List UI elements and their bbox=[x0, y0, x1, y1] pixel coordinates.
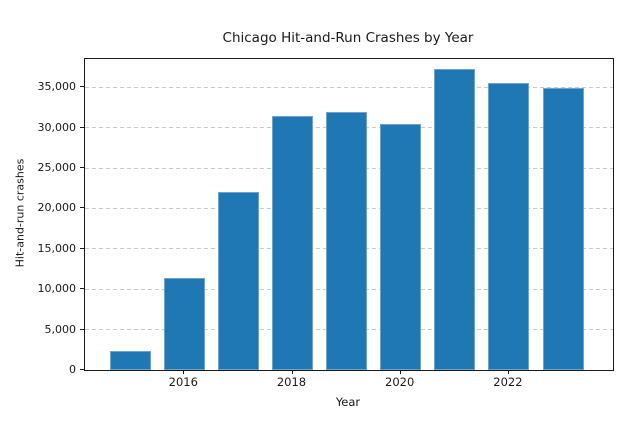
bar-2022 bbox=[488, 83, 530, 370]
x-tick-label: 2022 bbox=[493, 375, 523, 389]
y-tick-label: 30,000 bbox=[37, 120, 77, 134]
y-tick-label: 15,000 bbox=[37, 241, 77, 255]
plot-area bbox=[84, 58, 614, 371]
y-tick-mark bbox=[80, 328, 84, 330]
y-tick-mark bbox=[80, 86, 84, 88]
x-tick-mark bbox=[507, 370, 509, 374]
gridline-y-35000 bbox=[85, 86, 613, 88]
bar-2021 bbox=[434, 68, 476, 370]
x-tick-label: 2020 bbox=[385, 375, 415, 389]
bar-2017 bbox=[217, 191, 259, 370]
y-tick-mark bbox=[80, 126, 84, 128]
x-axis-label: Year bbox=[335, 395, 361, 409]
bar-2023 bbox=[542, 88, 584, 370]
y-tick-label: 0 bbox=[69, 363, 76, 376]
chart-title: Chicago Hit-and-Run Crashes by Year bbox=[222, 30, 474, 46]
x-tick-mark bbox=[291, 370, 293, 374]
bar-2016 bbox=[163, 277, 205, 370]
x-tick-mark bbox=[183, 370, 185, 374]
bar-2020 bbox=[380, 124, 422, 370]
y-tick-label: 35,000 bbox=[37, 80, 77, 94]
y-tick-label: 10,000 bbox=[37, 282, 77, 296]
bar-2015 bbox=[109, 351, 151, 370]
y-tick-label: 5,000 bbox=[44, 322, 77, 336]
bar-2018 bbox=[272, 115, 313, 370]
x-tick-label: 2018 bbox=[276, 375, 307, 389]
y-tick-mark bbox=[80, 247, 84, 249]
y-tick-mark bbox=[80, 167, 84, 169]
y-tick-label: 20,000 bbox=[37, 201, 77, 215]
y-tick-mark bbox=[80, 369, 84, 370]
y-tick-label: 25,000 bbox=[37, 161, 77, 175]
y-tick-mark bbox=[80, 288, 84, 290]
x-tick-mark bbox=[399, 370, 401, 374]
y-tick-mark bbox=[80, 207, 84, 209]
bar-2019 bbox=[326, 112, 368, 370]
x-tick-label: 2016 bbox=[168, 375, 198, 389]
